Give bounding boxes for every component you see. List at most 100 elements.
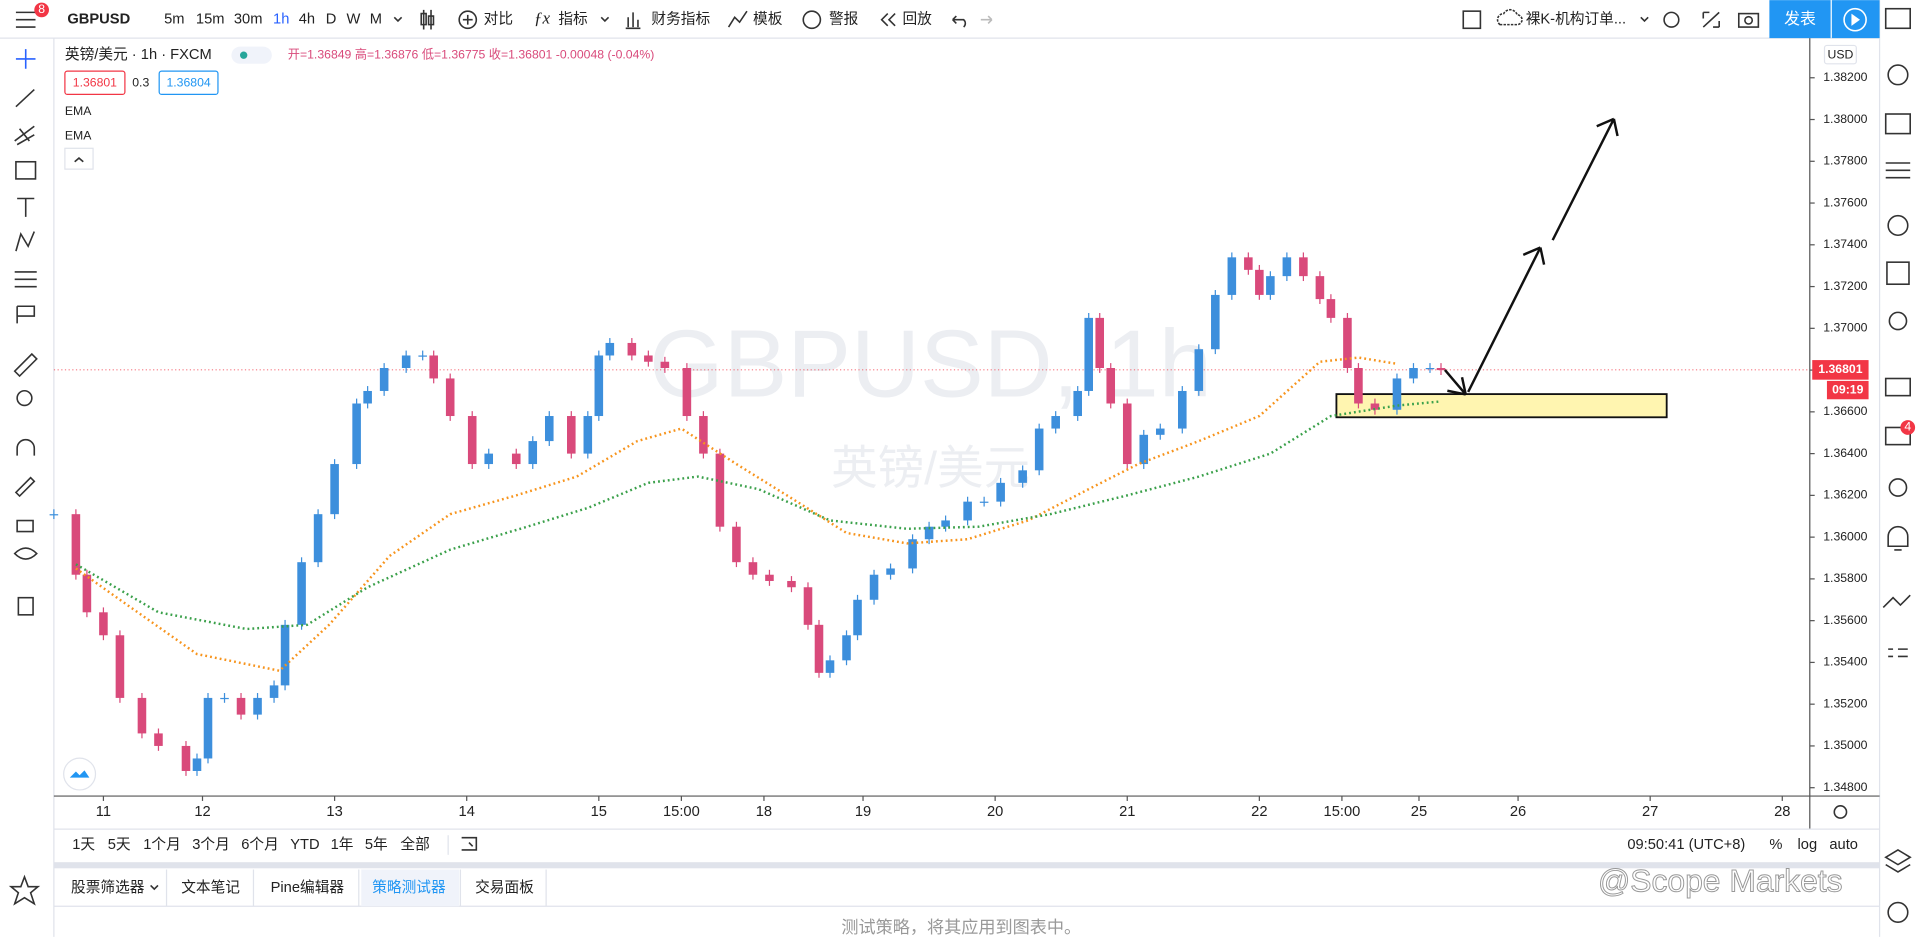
toolbar-button[interactable]: 指标 (558, 11, 588, 28)
help-icon[interactable] (1887, 901, 1909, 923)
currency-box[interactable] (1823, 44, 1857, 65)
menu-icon[interactable] (15, 11, 36, 28)
dom-icon[interactable] (1888, 648, 1908, 658)
interval[interactable]: 4h (299, 12, 315, 28)
tab[interactable]: 股票筛选器 (71, 879, 145, 896)
tab[interactable]: Pine编辑器 (271, 879, 345, 896)
text-tool[interactable] (17, 197, 35, 217)
currency[interactable]: USD (1827, 47, 1853, 61)
bid-box[interactable] (64, 70, 126, 96)
zoom-tool[interactable] (16, 389, 33, 407)
toolbar-button[interactable]: 警报 (829, 11, 859, 28)
range-button[interactable]: 1个月 (143, 836, 181, 853)
dropdown-icon[interactable] (393, 16, 403, 23)
shape-tool[interactable] (15, 160, 37, 180)
range-button[interactable]: 全部 (400, 835, 429, 853)
trading-icon[interactable] (1882, 594, 1911, 609)
calendar-icon[interactable] (1886, 261, 1910, 286)
interval[interactable]: D (326, 12, 337, 28)
publish-button[interactable] (1769, 0, 1831, 39)
compare-icon[interactable] (458, 10, 478, 30)
interval[interactable]: 15m (196, 12, 225, 28)
ideas-icon[interactable] (1888, 311, 1908, 331)
y-tick-label: 1.37000 (1823, 321, 1867, 335)
symbol[interactable]: GBPUSD (67, 12, 130, 28)
prediction-tool[interactable] (14, 271, 37, 288)
toolbar-button[interactable]: 回放 (902, 11, 932, 28)
range-button[interactable]: 5天 (108, 837, 131, 853)
play-icon (1843, 7, 1867, 32)
ruler-tool[interactable] (13, 352, 38, 378)
hotlist-icon[interactable] (1887, 214, 1909, 237)
undo-icon[interactable] (952, 15, 967, 28)
dropdown-icon[interactable] (1640, 16, 1649, 23)
streams-icon[interactable] (1888, 478, 1908, 497)
delete-tool[interactable] (17, 596, 34, 616)
crosshair-tool[interactable] (15, 49, 36, 69)
interval[interactable]: 30m (234, 12, 263, 28)
replay-icon[interactable] (880, 13, 896, 27)
screenshot-icon[interactable] (1737, 12, 1760, 28)
ask-box[interactable] (158, 70, 219, 96)
interval[interactable]: M (370, 12, 382, 28)
financials-icon[interactable] (625, 12, 641, 30)
visibility-tool[interactable] (13, 547, 38, 560)
candle (1051, 416, 1060, 429)
indicator-icon[interactable]: ƒx (534, 9, 551, 28)
chat-icon[interactable] (1884, 377, 1911, 397)
draw-mode-tool[interactable] (14, 476, 36, 498)
bid[interactable]: 1.36801 (73, 76, 117, 90)
icon-tool[interactable] (16, 305, 36, 324)
data-icon[interactable] (1885, 162, 1911, 179)
range-button[interactable]: YTD (290, 837, 319, 853)
tab[interactable]: 交易面板 (475, 878, 534, 896)
chat-icon[interactable] (1884, 426, 1911, 446)
layers-icon[interactable] (1884, 849, 1912, 873)
scale-option[interactable]: auto (1829, 837, 1858, 853)
watchlist-icon[interactable] (1884, 7, 1911, 30)
alert-icon[interactable] (802, 10, 822, 30)
toolbar-button[interactable]: 对比 (484, 11, 513, 28)
fullscreen-icon[interactable] (1702, 11, 1720, 28)
axis-settings-icon[interactable] (1833, 805, 1848, 819)
toolbar-button[interactable]: 模板 (753, 10, 783, 28)
range-button[interactable]: 1天 (72, 837, 95, 853)
layout-name[interactable]: 裸K-机构订单... (1526, 11, 1626, 28)
goto-date-icon[interactable] (461, 836, 478, 851)
lock-tool[interactable] (16, 519, 34, 533)
dropdown-icon[interactable] (150, 884, 159, 891)
interval[interactable]: 5m (164, 12, 184, 28)
notification-icon[interactable] (1887, 525, 1909, 551)
logo[interactable] (63, 757, 97, 791)
range-button[interactable]: 5年 (365, 836, 388, 853)
interval[interactable]: W (347, 12, 361, 28)
template-icon[interactable] (727, 10, 748, 28)
ask[interactable]: 1.36804 (166, 76, 210, 90)
candle (605, 342, 615, 356)
tab[interactable]: 文本笔记 (181, 879, 240, 896)
magnet-tool[interactable] (16, 438, 36, 456)
chart-style-icon[interactable] (420, 9, 435, 30)
fib-tool[interactable] (14, 125, 35, 146)
alarm-icon[interactable] (1887, 64, 1909, 86)
trendline-tool[interactable] (15, 88, 35, 108)
range-button[interactable]: 6个月 (241, 836, 279, 853)
range-button[interactable]: 1年 (331, 836, 354, 853)
settings-icon[interactable] (1663, 11, 1680, 28)
collapse-icon (74, 157, 84, 163)
scale-option[interactable]: % (1769, 837, 1782, 853)
interval[interactable]: 1h (273, 12, 289, 28)
range-button[interactable]: 3个月 (192, 836, 230, 853)
publish-label[interactable]: 发表 (1784, 10, 1816, 28)
x-tick-label: 11 (96, 804, 111, 820)
toolbar-button[interactable]: 财务指标 (651, 11, 710, 28)
dropdown-icon[interactable] (600, 16, 610, 23)
news-icon[interactable] (1884, 113, 1911, 135)
tab[interactable]: 策略测试器 (372, 879, 446, 896)
candle (1018, 470, 1027, 483)
scale-option[interactable]: log (1798, 837, 1818, 853)
cloud-icon[interactable] (1496, 8, 1523, 26)
layout-icon[interactable] (1462, 10, 1482, 30)
favorite-tool[interactable] (8, 874, 41, 906)
pattern-tool[interactable] (15, 231, 36, 252)
